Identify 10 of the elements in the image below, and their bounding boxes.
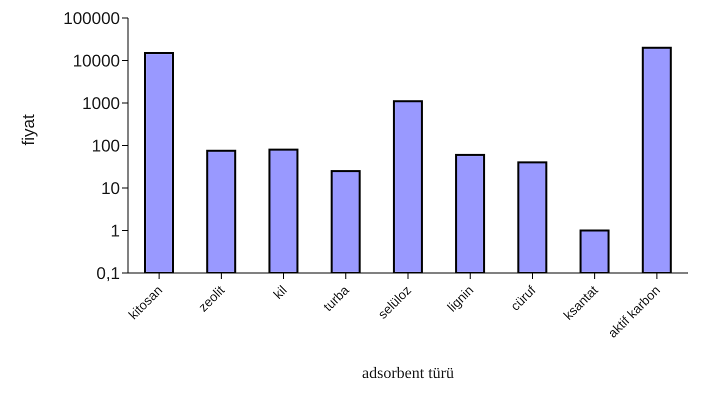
x-axis-title: adsorbent türü (362, 365, 454, 382)
x-tick-label: kil (270, 282, 290, 302)
y-tick-label: 0,1 (96, 264, 120, 284)
y-axis-title: fiyat (19, 114, 38, 146)
y-tick-label: 1 (110, 222, 120, 241)
y-tick-label: 10000 (72, 52, 120, 71)
y-tick-label: 100 (92, 136, 120, 156)
y-tick-label: 1000 (82, 94, 120, 114)
y-tick-label: 100000 (63, 9, 120, 28)
y-tick-label: 10 (101, 179, 120, 198)
